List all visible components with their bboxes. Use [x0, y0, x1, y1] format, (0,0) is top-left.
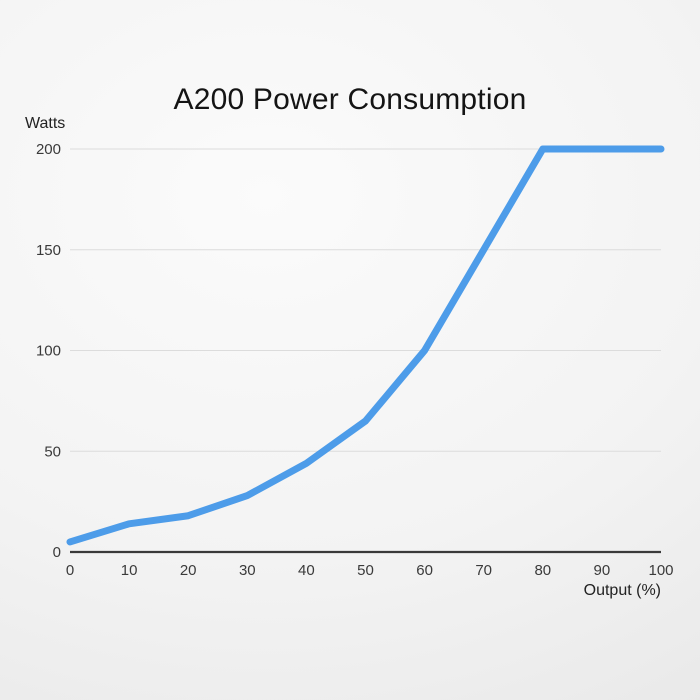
x-tick-label: 60 [416, 562, 433, 579]
power-line-series [66, 145, 665, 546]
y-tick-label: 200 [36, 141, 61, 158]
y-tick-label: 150 [36, 242, 61, 259]
x-tick-label: 50 [357, 562, 374, 579]
x-tick-label: 0 [66, 562, 74, 579]
x-tick-label: 20 [180, 562, 197, 579]
x-tick-label: 100 [648, 562, 673, 579]
y-tick-label: 100 [36, 343, 61, 360]
x-tick-label: 30 [239, 562, 256, 579]
x-tick-label: 70 [475, 562, 492, 579]
x-tick-label: 10 [121, 562, 138, 579]
y-tick-label: 0 [53, 544, 61, 561]
x-tick-label: 90 [594, 562, 611, 579]
y-axis-title: Watts [25, 115, 66, 132]
chart-title: A200 Power Consumption [173, 83, 527, 116]
x-tick-label: 80 [534, 562, 551, 579]
x-tick-label: 40 [298, 562, 315, 579]
x-axis-title: Output (%) [583, 582, 661, 599]
y-tick-label: 50 [44, 443, 61, 460]
